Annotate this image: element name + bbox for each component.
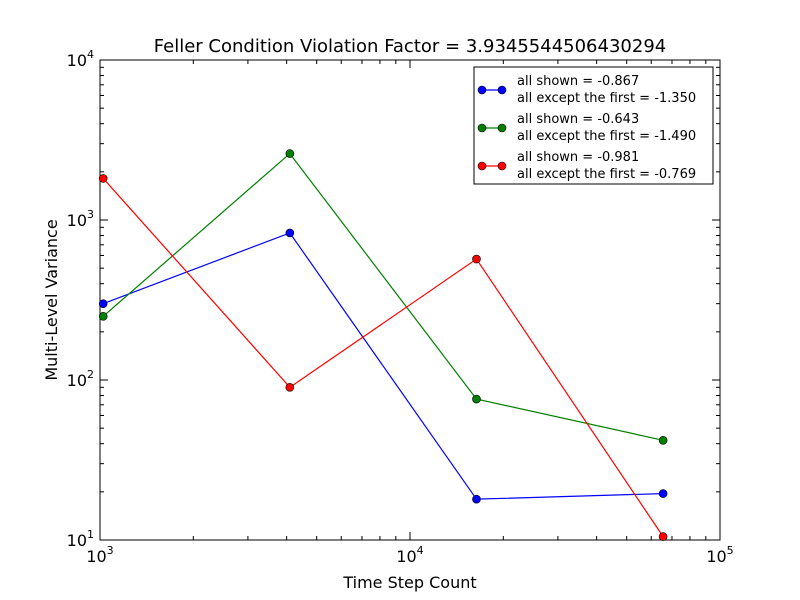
legend-entry: all shown = -0.643 all except the first =… [477,112,696,144]
series-layer [98,149,668,541]
series-line [102,232,664,500]
y-tick-label: 104 [67,48,94,70]
series-2 [98,149,668,445]
legend-label: all shown = -0.981 [517,150,639,165]
legend-label: all except the first = -0.769 [517,167,696,182]
x-axis-label: Time Step Count [342,573,476,592]
data-point [472,394,481,404]
legend-box [473,66,714,185]
y-tick-label: 101 [67,528,94,550]
legend-marker [497,161,507,171]
legend-label: all except the first = -1.350 [517,91,696,106]
data-point [98,174,108,183]
legend-marker [497,123,507,133]
data-point [98,312,108,321]
y-axis-label: Multi-Level Variance [42,219,61,380]
data-point [285,383,295,392]
data-point [658,489,668,498]
legend-marker [477,161,487,171]
legend-entry: all shown = -0.981 all except the first =… [477,150,696,182]
data-point [285,149,295,158]
series-line [102,177,664,537]
series-3 [98,174,668,541]
data-point [98,299,108,308]
series-line [102,152,664,441]
legend: all shown = -0.867 all except the first =… [473,66,714,185]
x-tick-label: 103 [86,544,113,566]
x-tick-label: 105 [706,544,733,566]
y-tick-label: 103 [67,208,94,230]
data-point [472,494,481,504]
legend-label: all shown = -0.867 [517,74,639,89]
x-tick-label: 104 [396,544,423,566]
chart-title: Feller Condition Violation Factor = 3.93… [154,36,666,57]
legend-marker [477,85,487,95]
data-point [472,254,481,264]
series-1 [98,228,668,504]
legend-label: all except the first = -1.490 [517,129,696,144]
axis-ticks: 103 104 105 101 102 103 104 [67,48,734,566]
data-point [658,435,668,445]
legend-marker [497,85,507,95]
y-tick-label: 102 [67,368,94,390]
data-point [285,228,295,238]
legend-marker [477,123,487,133]
legend-entry: all shown = -0.867 all except the first =… [477,74,696,106]
legend-label: all shown = -0.643 [517,112,639,127]
data-point [658,532,668,541]
